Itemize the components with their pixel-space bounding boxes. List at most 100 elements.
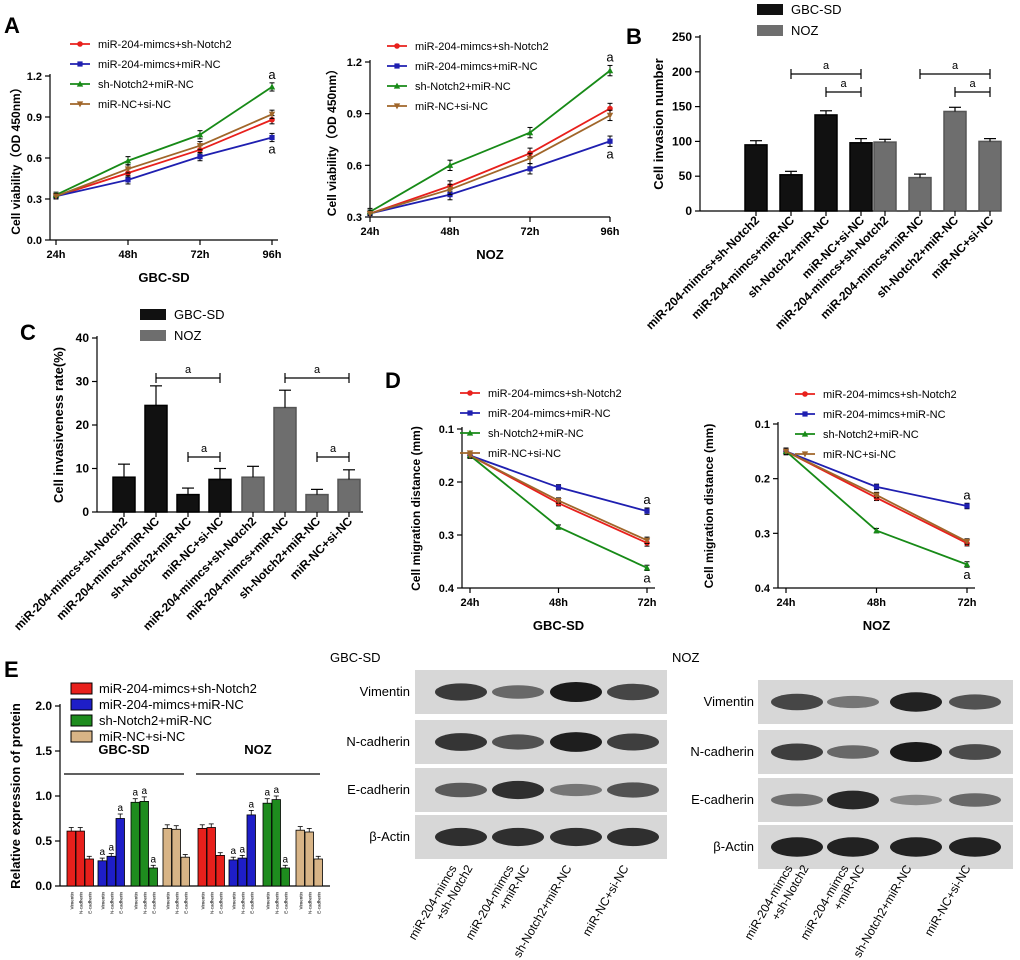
blot-band <box>550 783 602 797</box>
data-point <box>606 112 614 119</box>
series-line-2 <box>469 454 648 569</box>
legend-label: miR-204-mimcs+sh-Notch2 <box>488 388 622 400</box>
y-tick-label: 0.0 <box>27 235 42 247</box>
significance-mark: a <box>314 364 321 376</box>
significance-mark: a <box>273 785 279 796</box>
bar <box>814 114 838 212</box>
significance-mark: a <box>108 843 114 854</box>
blot-panel-title: NOZ <box>672 650 700 665</box>
blot-band <box>771 837 823 857</box>
x-tick-label: Vimentin <box>231 892 236 910</box>
bar <box>84 858 94 887</box>
significance-mark: a <box>268 142 276 157</box>
y-tick-label: 0.9 <box>347 109 362 121</box>
bar <box>273 406 297 513</box>
bar <box>112 476 136 513</box>
legend-label: GBC-SD <box>791 2 842 17</box>
legend-swatch <box>70 682 93 695</box>
data-point <box>873 492 880 499</box>
data-point <box>52 193 60 200</box>
bar <box>849 142 873 212</box>
bar <box>908 176 932 212</box>
blot-band <box>890 692 942 712</box>
y-tick-label: 0.0 <box>35 879 52 893</box>
legend-swatch <box>70 730 93 743</box>
blot-band <box>827 837 879 857</box>
x-tick-label: 72h <box>638 597 657 609</box>
significance-mark: a <box>185 364 192 376</box>
blot-row-label: N-cadherin <box>346 734 410 749</box>
bar <box>262 802 272 887</box>
x-tick-label: Vimentin <box>265 892 270 910</box>
bar <box>295 829 305 887</box>
legend-marker <box>802 411 808 417</box>
significance-mark: a <box>282 854 288 865</box>
significance-mark: a <box>963 487 971 502</box>
y-tick-label: 0.2 <box>439 477 454 489</box>
blot-band <box>949 793 1001 807</box>
legend-label: miR-204-mimcs+sh-Notch2 <box>99 681 257 696</box>
x-axis-label: NOZ <box>476 247 504 262</box>
data-point <box>446 186 454 193</box>
data-point <box>606 67 614 74</box>
bar <box>271 799 281 887</box>
x-tick-label: 48h <box>119 249 138 261</box>
legend-label: miR-204-mimcs+miR-NC <box>488 408 611 420</box>
blot-lane-label: miR-NC+si-NC <box>922 862 974 938</box>
blot-band <box>949 837 1001 857</box>
x-tick-label: E-cadherin <box>87 892 92 914</box>
bar <box>144 404 168 513</box>
legend-marker <box>76 101 84 108</box>
x-tick-label: 24h <box>361 226 380 238</box>
significance-mark: a <box>150 854 156 865</box>
significance-mark: a <box>141 786 147 797</box>
y-tick-label: 0.1 <box>439 424 454 436</box>
legend-marker <box>801 451 809 458</box>
data-point <box>124 157 132 164</box>
panel-letter-b: B <box>626 24 642 49</box>
significance-mark: a <box>117 803 123 814</box>
data-point <box>964 503 970 509</box>
data-point <box>873 484 880 490</box>
x-tick-label: E-cadherin <box>316 892 321 914</box>
x-tick-label: Vimentin <box>69 892 74 910</box>
bar <box>97 860 107 887</box>
x-axis-label: GBC-SD <box>533 618 584 633</box>
bar <box>208 478 232 513</box>
blot-row-label: β-Actin <box>369 829 410 844</box>
x-tick-label: 24h <box>47 249 66 261</box>
bar <box>228 859 238 887</box>
y-tick-label: 0.2 <box>755 474 770 486</box>
significance-mark: a <box>969 78 976 90</box>
legend-swatch <box>757 4 783 15</box>
legend-label: sh-Notch2+miR-NC <box>415 81 511 93</box>
blot-band <box>607 683 659 701</box>
bar <box>106 855 116 887</box>
significance-mark: a <box>264 788 270 799</box>
x-tick-label: 24h <box>777 597 796 609</box>
x-tick-label: 48h <box>867 597 886 609</box>
legend-marker <box>467 390 473 396</box>
y-tick-label: 0.1 <box>755 419 770 431</box>
blot-band <box>492 780 544 800</box>
bar <box>206 827 216 887</box>
bar <box>130 801 140 887</box>
data-point <box>268 83 276 90</box>
x-tick-label: E-cadherin <box>283 892 288 914</box>
series-line-1 <box>369 140 611 215</box>
blot-band <box>890 837 942 857</box>
x-tick-label: N-cadherin <box>240 892 245 915</box>
data-point <box>366 210 374 217</box>
blot-lane-label: miR-NC+si-NC <box>580 862 632 938</box>
blot-band <box>607 782 659 798</box>
y-tick-label: 20 <box>76 418 90 432</box>
blot-band <box>435 683 487 701</box>
significance-mark: a <box>132 788 138 799</box>
legend-label: miR-204-mimcs+sh-Notch2 <box>823 389 957 401</box>
blot-band <box>492 685 544 699</box>
data-point <box>555 523 562 530</box>
data-point <box>963 538 971 545</box>
legend-label: miR-204-mimcs+sh-Notch2 <box>415 41 549 53</box>
y-tick-label: 0.3 <box>439 530 454 542</box>
data-point <box>196 143 204 150</box>
